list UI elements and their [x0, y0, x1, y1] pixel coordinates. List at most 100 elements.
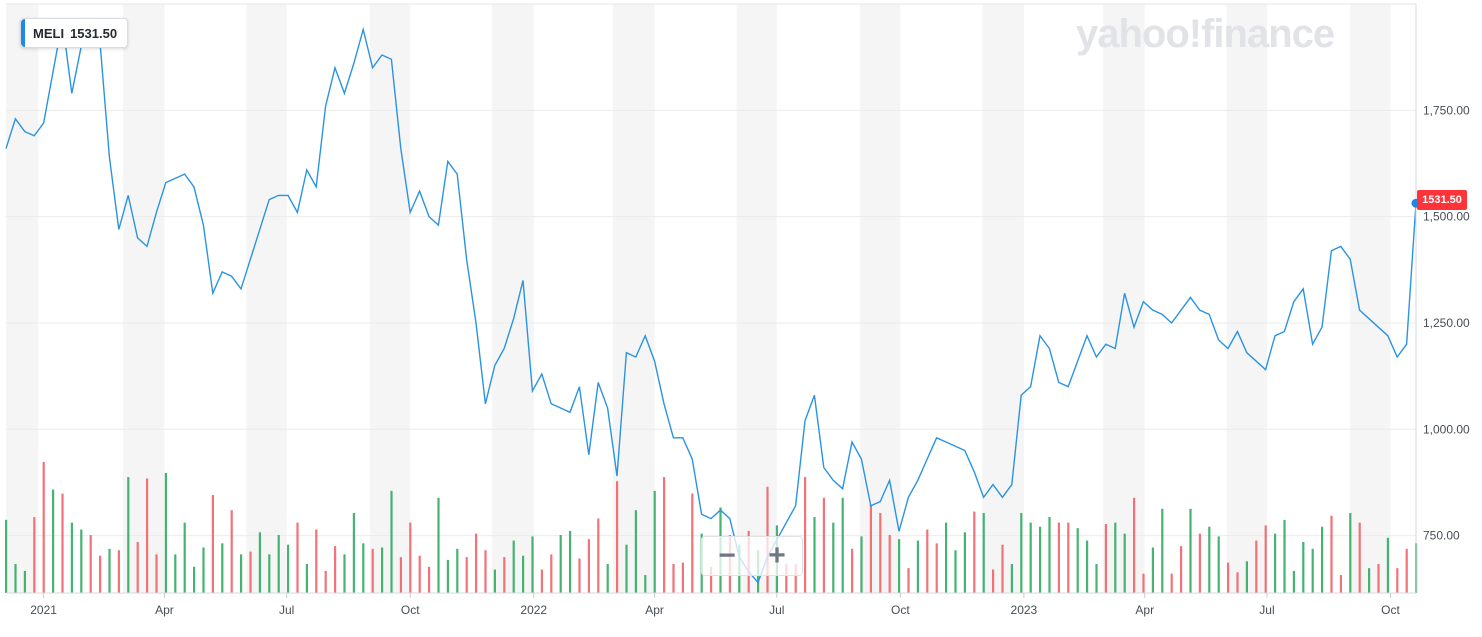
- volume-bar: [334, 546, 337, 593]
- volume-bar: [785, 564, 788, 593]
- volume-bar: [174, 554, 177, 593]
- x-tick-label: Apr: [155, 603, 174, 617]
- x-tick-label: Oct: [401, 603, 420, 617]
- volume-bar: [193, 566, 196, 593]
- volume-bar: [117, 550, 120, 593]
- volume-bar: [625, 544, 628, 593]
- quarter-band: [246, 4, 287, 593]
- volume-bar: [362, 543, 365, 593]
- x-tick-label: 2023: [1011, 603, 1038, 617]
- volume-bar: [80, 529, 83, 593]
- volume-bar: [644, 575, 647, 593]
- volume-bar: [606, 564, 609, 593]
- volume-bar: [1142, 573, 1145, 593]
- volume-bar: [1255, 540, 1258, 593]
- volume-bar: [343, 554, 346, 593]
- volume-bar: [446, 559, 449, 593]
- volume-bar: [1067, 522, 1070, 593]
- volume-bar: [240, 554, 243, 593]
- volume-bar: [804, 477, 807, 593]
- volume-bar: [1057, 522, 1060, 593]
- zoom-out-button[interactable]: −: [718, 539, 736, 572]
- volume-bar: [287, 544, 290, 593]
- x-tick-label: Jul: [769, 603, 784, 617]
- volume-bar: [1302, 541, 1305, 593]
- volume-bar: [371, 548, 374, 593]
- y-tick-label: 1,250.00: [1423, 316, 1470, 330]
- x-tick-label: Jul: [279, 603, 294, 617]
- volume-bar: [1264, 525, 1267, 593]
- ticker-symbol: MELI: [33, 25, 65, 41]
- volume-bar: [540, 569, 543, 593]
- volume-bar: [851, 548, 854, 593]
- volume-bar: [888, 535, 891, 593]
- volume-bar: [569, 530, 572, 593]
- volume-bar: [945, 522, 948, 593]
- y-tick-label: 1,000.00: [1423, 422, 1470, 436]
- volume-bar: [1198, 533, 1201, 593]
- volume-bar: [616, 481, 619, 593]
- volume-bar: [597, 518, 600, 593]
- volume-bar: [710, 566, 713, 593]
- volume-bar: [484, 550, 487, 593]
- volume-bar: [1321, 526, 1324, 593]
- volume-bar: [1151, 547, 1154, 593]
- volume-bar: [381, 547, 384, 593]
- volume-bar: [1330, 515, 1333, 593]
- volume-bar: [456, 548, 459, 593]
- volume-bar: [221, 543, 224, 593]
- volume-bar: [127, 477, 130, 593]
- volume-bar: [399, 557, 402, 593]
- volume-bar: [973, 511, 976, 593]
- quarter-band: [492, 4, 534, 593]
- ticker-legend[interactable]: MELI 1531.50: [20, 18, 129, 48]
- volume-bar: [992, 569, 995, 593]
- y-tick-label: 1,500.00: [1423, 210, 1470, 224]
- volume-bar: [465, 557, 468, 593]
- volume-bar: [794, 564, 797, 593]
- price-line: [5, 20, 1417, 584]
- volume-bar: [963, 532, 966, 593]
- x-tick-label: Oct: [891, 603, 910, 617]
- volume-bar: [813, 517, 816, 593]
- volume-bar: [1339, 575, 1342, 593]
- volume-bar: [1245, 561, 1248, 593]
- volume-bar: [99, 555, 102, 593]
- volume-bar: [352, 512, 355, 593]
- volume-bar: [1086, 540, 1089, 593]
- volume-bar: [1095, 564, 1098, 593]
- volume-bar: [935, 543, 938, 593]
- volume-bar: [296, 522, 299, 593]
- volume-bar: [409, 522, 412, 593]
- volume-bar: [33, 517, 36, 593]
- volume-bar: [1180, 546, 1183, 593]
- x-tick-label: Jul: [1259, 603, 1274, 617]
- volume-bar: [1358, 522, 1361, 593]
- volume-bar: [1311, 548, 1314, 593]
- volume-bar: [832, 522, 835, 593]
- volume-bar: [982, 512, 985, 593]
- volume-bar: [1114, 522, 1117, 593]
- volume-bar: [155, 554, 158, 593]
- volume-bar: [315, 529, 318, 593]
- quarter-band: [982, 4, 1024, 593]
- volume-bar: [1274, 533, 1277, 593]
- volume-bar: [1208, 526, 1211, 593]
- volume-bar: [164, 472, 167, 593]
- volume-bar: [258, 532, 261, 593]
- volume-bar: [324, 570, 327, 593]
- volume-bar: [1170, 573, 1173, 593]
- volume-bar: [1349, 512, 1352, 593]
- volume-bar: [559, 535, 562, 593]
- volume-bar: [512, 540, 515, 593]
- volume-bar: [1283, 519, 1286, 593]
- zoom-in-button[interactable]: +: [768, 539, 786, 572]
- volume-bar: [5, 519, 8, 593]
- x-tick-label: 2021: [30, 603, 57, 617]
- quarter-band: [6, 4, 39, 593]
- volume-bar: [1048, 517, 1051, 593]
- volume-bar: [522, 555, 525, 593]
- quarter-band: [1350, 4, 1391, 593]
